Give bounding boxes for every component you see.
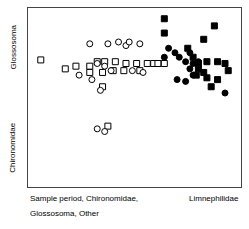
svg-text:Glossosoma, Other: Glossosoma, Other <box>30 209 99 218</box>
svg-text:Chironomidae: Chironomidae <box>8 122 17 172</box>
svg-text:Sample period, Chironomidae,: Sample period, Chironomidae, <box>30 194 138 203</box>
svg-text:Glossosoma: Glossosoma <box>9 24 18 69</box>
svg-text:Limnephilidae: Limnephilidae <box>189 194 239 203</box>
